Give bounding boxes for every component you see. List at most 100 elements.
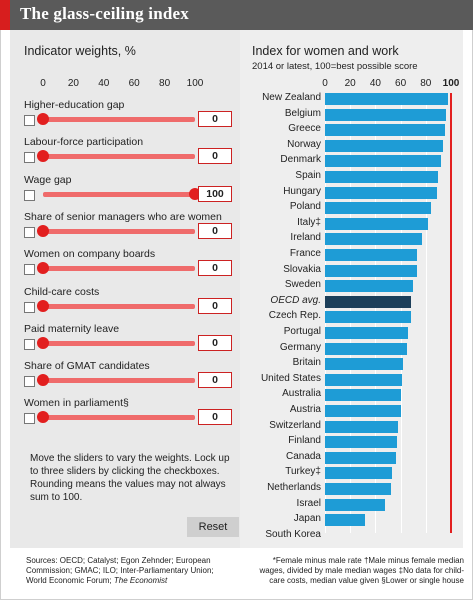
weight-slider-handle[interactable] [37,299,49,312]
weight-slider-handle[interactable] [37,411,49,424]
country-label: Austria [289,404,321,415]
country-label: Italy‡ [297,216,321,228]
country-label: Belgium [284,107,321,119]
weight-slider-track[interactable] [43,378,195,384]
sources-italic: The Economist [113,576,168,585]
country-label: Spain [295,170,321,181]
lock-checkbox[interactable] [24,115,35,126]
country-label: Norway [287,138,321,150]
lock-checkbox[interactable] [24,338,35,350]
index-bar [325,155,441,168]
weight-value-field[interactable]: 100 [198,185,232,202]
country-label: Czech Rep. [268,310,321,322]
weight-tick-label: 100 [186,78,204,89]
weight-value-field[interactable]: 0 [198,260,232,277]
country-label: Portugal [283,326,321,337]
weight-slider-handle[interactable] [37,374,49,387]
country-label: Britain [292,357,321,369]
weight-slider-track[interactable] [43,415,195,421]
country-label: Poland [289,201,321,213]
indicator-heading: Indicator weights, % [24,44,136,58]
country-label: Greece [288,123,321,135]
index-bar [325,202,431,215]
weight-value-field[interactable]: 0 [198,372,232,389]
indicator-label: Paid maternity leave [24,322,120,335]
country-label: Finland [288,435,321,447]
weight-value-field[interactable]: 0 [198,334,232,351]
index-tick-label: 60 [395,78,407,89]
country-label: OECD avg. [270,294,321,306]
page-title: The glass-ceiling index [20,4,189,23]
chart-subtitle: 2014 or latest, 100=best possible score [252,61,418,72]
index-tick-label: 20 [344,78,356,89]
country-label: Israel [296,497,321,509]
weight-slider-track[interactable] [43,154,195,160]
index-bar [325,483,391,495]
indicator-label: Share of senior managers who are women [24,210,222,223]
weight-value-field[interactable]: 0 [198,409,232,426]
help-text: Move the sliders to vary the weights. Lo… [30,453,230,503]
weight-slider-track[interactable] [43,191,195,197]
weight-slider-handle[interactable] [37,224,49,237]
weight-slider-track[interactable] [43,228,195,234]
reset-button[interactable]: Reset [187,517,239,537]
weight-slider-track[interactable] [43,117,195,122]
index-bar [325,108,446,121]
weight-value-field[interactable]: 0 [198,297,232,314]
country-label: Canada [285,450,321,462]
lock-checkbox[interactable] [24,152,35,164]
country-label: Hungary [283,185,321,197]
weight-scale: 0 20 40 60 80 100 [0,78,240,92]
title-accent [0,0,10,30]
reference-line-100 [450,93,452,533]
index-bar [325,280,414,293]
weight-value-field[interactable]: 0 [198,222,232,239]
country-label: Ireland [290,232,321,244]
index-bar [325,327,409,339]
index-bar [325,405,401,417]
weight-tick-label: 40 [98,78,110,89]
lock-checkbox[interactable] [24,226,35,238]
lock-checkbox[interactable] [24,301,35,313]
index-bar [325,139,444,152]
lock-checkbox[interactable] [24,413,35,425]
index-bar [325,264,417,277]
country-label: New Zealand [262,92,321,103]
index-bar [325,93,449,105]
index-bar [325,514,366,527]
sources-note: Sources: OECD; Catalyst; Egon Zehnder; E… [26,556,236,586]
weight-slider-track[interactable] [43,266,195,272]
weight-value-field[interactable]: 0 [198,111,232,127]
index-bar [325,249,417,261]
country-label: Switzerland [269,419,321,431]
country-label: Sweden [284,279,321,291]
index-bar [325,420,399,433]
weight-slider-handle[interactable] [37,262,49,275]
weight-tick-label: 20 [67,78,79,89]
indicator-label: Wage gap [24,173,72,186]
index-tick-label: 80 [420,78,432,89]
weight-slider-handle[interactable] [37,336,49,349]
index-bar [325,389,401,402]
indicator-label: Women in parliament§ [24,397,129,410]
footnotes: *Female minus male rate †Male minus fema… [259,556,464,585]
weight-slider-handle[interactable] [37,150,49,163]
weight-value-field[interactable]: 0 [198,148,232,165]
weight-slider-handle[interactable] [37,113,49,125]
lock-checkbox[interactable] [24,264,35,276]
index-bar [325,373,402,386]
lock-checkbox[interactable] [24,376,35,388]
index-bar [325,186,438,199]
weight-slider-track[interactable] [43,340,195,346]
index-scale: 0 20 40 60 80 100 [0,78,473,92]
country-label: Australia [282,388,321,400]
gridline [425,93,427,533]
lock-checkbox[interactable] [24,189,35,201]
weight-slider-track[interactable] [43,303,195,309]
index-bar [325,451,396,464]
country-label: South Korea [265,528,321,540]
weight-tick-label: 0 [40,78,46,89]
indicator-label: Labour-force participation [24,136,144,149]
sources-text: Sources: OECD; Catalyst; Egon Zehnder; E… [26,556,214,585]
